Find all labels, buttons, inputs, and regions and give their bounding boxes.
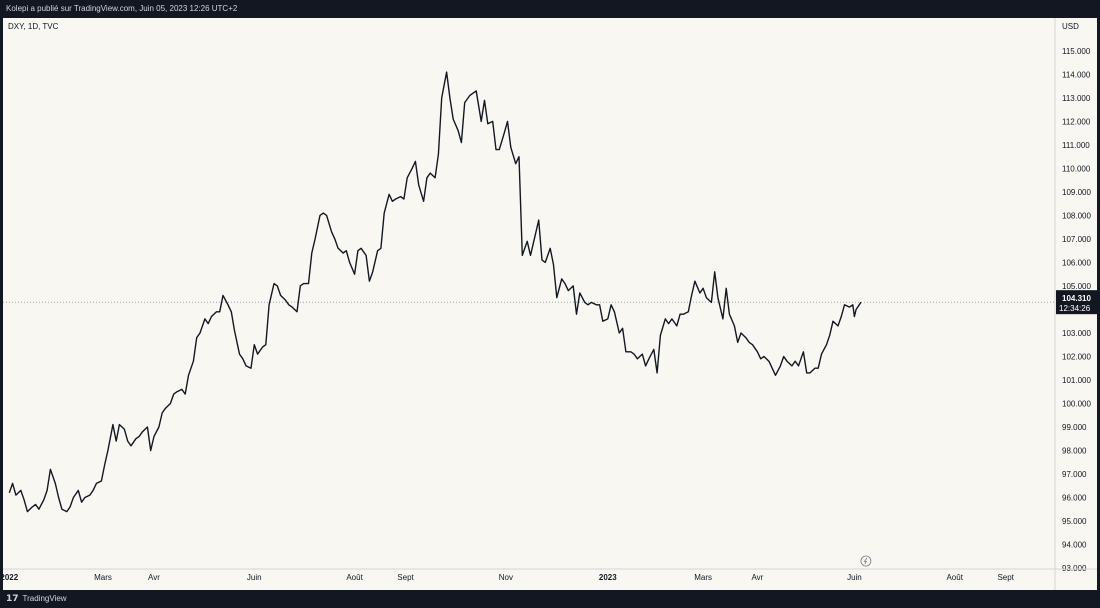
- x-tick-label: Avr: [148, 573, 160, 582]
- y-tick-label: 107.000: [1062, 235, 1091, 244]
- x-tick-label: Mars: [94, 573, 112, 582]
- tradingview-logo-icon: 17: [6, 594, 19, 604]
- chart-area[interactable]: [3, 18, 1097, 590]
- y-tick-label: 95.000: [1062, 517, 1087, 526]
- y-tick-label: 110.000: [1062, 164, 1091, 173]
- x-tick-label: Avr: [751, 573, 763, 582]
- last-price-badge: [1056, 290, 1098, 315]
- footer-bar: 17 TradingView: [0, 590, 1100, 608]
- y-tick-label: 113.000: [1062, 94, 1091, 103]
- y-tick-label: 94.000: [1062, 540, 1087, 549]
- last-price-value: 104.310: [1062, 294, 1091, 303]
- tradingview-brand: TradingView: [22, 594, 67, 603]
- bar-countdown: 12:34:26: [1059, 304, 1091, 313]
- x-tick-label: Juin: [247, 573, 262, 582]
- tradingview-logo[interactable]: 17 TradingView: [0, 590, 1100, 608]
- y-tick-label: 114.000: [1062, 70, 1091, 79]
- dxy-price-line[interactable]: [8, 71, 862, 513]
- y-tick-label: 96.000: [1062, 493, 1087, 502]
- y-tick-label: 106.000: [1062, 258, 1091, 267]
- y-tick-label: 101.000: [1062, 376, 1091, 385]
- y-tick-label: 112.000: [1062, 117, 1091, 126]
- x-tick-label: Juin: [847, 573, 862, 582]
- x-tick-label: Août: [346, 573, 363, 582]
- x-tick-label: Sept: [397, 573, 414, 582]
- y-tick-label: 99.000: [1062, 423, 1087, 432]
- y-tick-label: 108.000: [1062, 211, 1091, 220]
- currency-label: USD: [1062, 22, 1079, 31]
- publish-title: Kolepi a publié sur TradingView.com, Jui…: [6, 4, 238, 13]
- y-tick-label: 100.000: [1062, 399, 1091, 408]
- y-tick-label: 109.000: [1062, 188, 1091, 197]
- y-tick-label: 105.000: [1062, 282, 1091, 291]
- x-tick-label: Mars: [694, 573, 712, 582]
- x-tick-label: 2023: [599, 573, 617, 582]
- x-tick-label: Sept: [997, 573, 1014, 582]
- y-tick-label: 115.000: [1062, 47, 1091, 56]
- x-tick-label: 2022: [0, 573, 18, 582]
- x-tick-label: Août: [946, 573, 963, 582]
- y-tick-label: 103.000: [1062, 329, 1091, 338]
- y-tick-label: 111.000: [1062, 141, 1090, 150]
- x-tick-label: Nov: [499, 573, 513, 582]
- y-tick-label: 102.000: [1062, 352, 1091, 361]
- event-lightning-icon[interactable]: [860, 555, 872, 567]
- publish-header: Kolepi a publié sur TradingView.com, Jui…: [0, 0, 1100, 18]
- y-tick-label: 97.000: [1062, 470, 1087, 479]
- symbol-label: DXY, 1D, TVC: [8, 22, 59, 31]
- y-tick-label: 98.000: [1062, 446, 1087, 455]
